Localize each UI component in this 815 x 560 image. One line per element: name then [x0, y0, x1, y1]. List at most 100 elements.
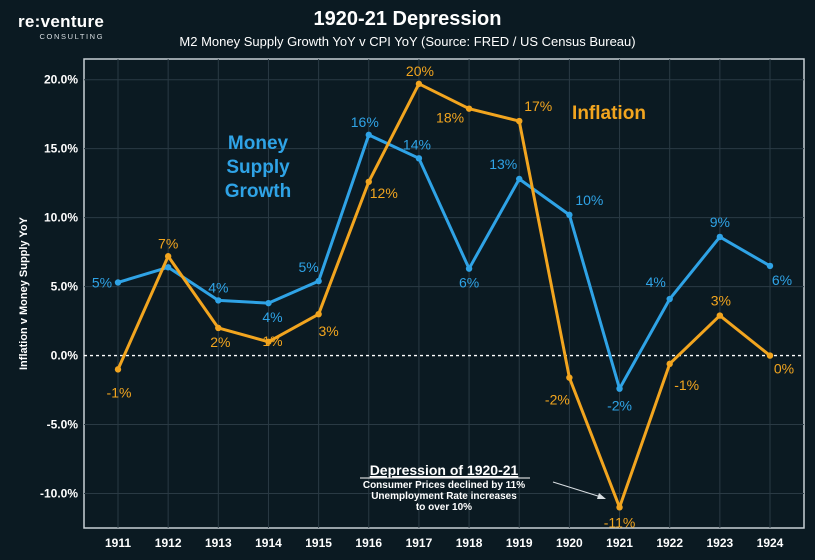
- data-label: 1%: [262, 333, 282, 349]
- y-tick-label: 0.0%: [51, 349, 79, 363]
- data-label: -2%: [545, 392, 570, 408]
- data-point: [114, 279, 122, 286]
- series-title-money-supply: Money: [228, 133, 289, 154]
- data-label: 14%: [403, 136, 431, 152]
- y-tick-label: 10.0%: [44, 211, 78, 225]
- data-label: 12%: [370, 185, 398, 201]
- annotation-arrow: [552, 481, 602, 498]
- data-label: -1%: [107, 384, 132, 400]
- x-tick-label: 1921: [606, 536, 633, 550]
- data-label: 16%: [351, 114, 379, 130]
- data-label: 10%: [575, 192, 603, 208]
- y-tick-label: -5.0%: [47, 418, 79, 432]
- x-tick-label: 1916: [355, 536, 382, 550]
- y-tick-label: -10.0%: [40, 487, 78, 501]
- data-point: [215, 297, 222, 304]
- series-line: [117, 133, 771, 391]
- data-point: [315, 277, 322, 285]
- data-point: [516, 117, 523, 125]
- y-tick-label: 5.0%: [51, 280, 79, 294]
- data-label: 20%: [406, 63, 434, 79]
- x-tick-label: 1912: [155, 536, 182, 550]
- data-point: [716, 233, 724, 241]
- data-label: 13%: [489, 156, 517, 172]
- logo-tagline: CONSULTING: [39, 32, 105, 41]
- data-label: -2%: [607, 398, 632, 414]
- annotation-line: to over 10%: [416, 502, 472, 513]
- gridlines: [84, 59, 804, 528]
- data-point: [265, 299, 272, 307]
- annotation: Depression of 1920-21 Consumer Prices dec…: [360, 462, 606, 513]
- data-label: 0%: [774, 361, 794, 377]
- data-label: 5%: [298, 259, 318, 275]
- data-point: [164, 264, 172, 271]
- data-label: 3%: [711, 293, 731, 309]
- data-point: [766, 262, 774, 270]
- logo-wordmark: re:venture: [18, 12, 105, 31]
- annotation-title: Depression of 1920-21: [370, 462, 519, 478]
- data-point: [465, 265, 473, 272]
- x-tick-label: 1918: [456, 536, 483, 550]
- data-label: 5%: [92, 274, 112, 290]
- x-tick-label: 1913: [205, 536, 232, 550]
- data-point: [315, 310, 322, 318]
- data-point: [666, 295, 673, 303]
- data-label: 4%: [208, 279, 228, 295]
- data-point: [365, 178, 372, 185]
- data-label: 2%: [210, 334, 230, 350]
- data-label: 6%: [459, 275, 479, 291]
- data-point: [566, 211, 573, 219]
- data-point: [265, 338, 272, 345]
- chart-title: 1920-21 Depression: [313, 8, 502, 30]
- annotation-arrowhead: [597, 493, 606, 499]
- brand-logo: re:venture CONSULTING: [18, 12, 104, 41]
- data-point: [716, 312, 724, 319]
- series-title-money-supply: Growth: [225, 181, 292, 202]
- data-label: -11%: [604, 514, 636, 530]
- data-point: [766, 352, 774, 359]
- x-tick-label: 1911: [105, 536, 131, 550]
- plot-area-border: [83, 58, 805, 529]
- data-point: [566, 374, 573, 381]
- data-label: 4%: [262, 309, 282, 325]
- series-inflation: -1% 7% 2% 1% 3% 12% 20% 18% 17% -2% -11% -1% 3% 0%: [107, 63, 795, 530]
- x-tick-label: 1914: [255, 536, 282, 550]
- data-label: 3%: [318, 323, 338, 339]
- data-label: 17%: [524, 98, 552, 114]
- y-axis-label: Inflation v Money Supply YoY: [18, 216, 30, 370]
- data-point: [215, 324, 222, 332]
- data-point: [415, 80, 423, 88]
- x-tick-label: 1922: [656, 536, 683, 550]
- data-point: [114, 366, 122, 373]
- chart-subtitle: M2 Money Supply Growth YoY v CPI YoY (So…: [179, 34, 636, 49]
- data-point: [616, 504, 623, 511]
- annotation-line: Unemployment Rate increases: [371, 491, 517, 502]
- data-point: [666, 360, 673, 368]
- x-tick-label: 1920: [556, 536, 583, 550]
- data-point: [516, 175, 523, 183]
- series-line: [116, 82, 771, 509]
- series-money-supply: 5% 4% 4% 5% 16% 14% 6% 13% 10% -2% 4% 9% 6%: [92, 114, 792, 414]
- data-label: 4%: [646, 274, 666, 290]
- annotation-line: Consumer Prices declined by 11%: [363, 480, 525, 491]
- y-tick-label: 15.0%: [44, 142, 78, 156]
- data-label: 9%: [710, 214, 730, 230]
- y-tick-label: 20.0%: [44, 73, 78, 87]
- data-point: [164, 253, 172, 260]
- x-tick-label: 1915: [305, 536, 332, 550]
- series-title-money-supply: Supply: [226, 157, 290, 178]
- data-label: -1%: [674, 377, 699, 393]
- x-tick-label: 1917: [406, 536, 433, 550]
- data-point: [415, 155, 423, 162]
- x-tick-label: 1919: [506, 536, 533, 550]
- x-tick-label: 1923: [706, 536, 733, 550]
- x-tick-label: 1924: [757, 536, 784, 550]
- data-label: 6%: [772, 272, 792, 288]
- data-point: [465, 105, 473, 112]
- data-label: 18%: [436, 110, 464, 126]
- data-point: [616, 385, 623, 392]
- data-point: [365, 131, 372, 139]
- series-title-inflation: Inflation: [572, 103, 646, 124]
